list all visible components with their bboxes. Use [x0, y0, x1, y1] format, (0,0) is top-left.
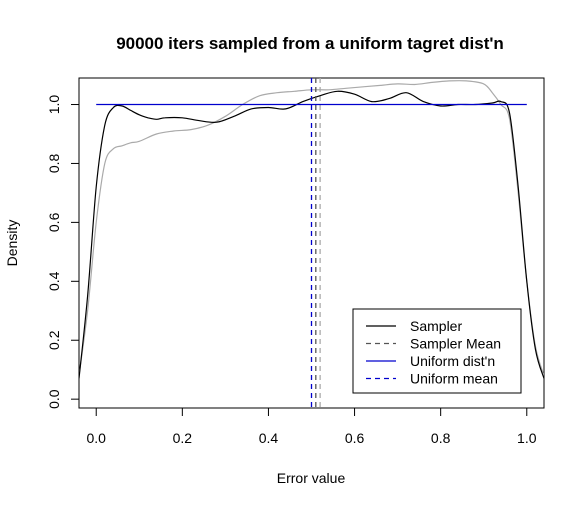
chart-title: 90000 iters sampled from a uniform tagre… — [116, 34, 504, 53]
y-tick-label: 0.6 — [46, 212, 62, 232]
series-layer — [79, 78, 544, 408]
y-tick-label: 0.2 — [46, 330, 62, 350]
legend-box — [352, 308, 522, 394]
legend-label: Sampler Mean — [410, 336, 501, 352]
x-tick-label: 0.0 — [86, 430, 106, 446]
y-tick-label: 0.4 — [46, 271, 62, 291]
legend-label: Uniform mean — [410, 371, 498, 387]
x-axis-label: Error value — [277, 470, 346, 486]
x-axis: 0.0 0.2 0.4 0.6 0.8 1.0 — [86, 407, 537, 446]
y-tick-label: 1.0 — [46, 95, 62, 115]
legend-label: Uniform dist'n — [410, 353, 495, 369]
legend-label: Sampler — [410, 318, 462, 334]
y-tick-label: 0.0 — [46, 389, 62, 409]
sampler-line — [79, 90, 544, 379]
x-tick-label: 0.4 — [259, 430, 279, 446]
y-axis-label: Density — [4, 220, 20, 267]
x-tick-label: 1.0 — [517, 430, 537, 446]
x-tick-label: 0.2 — [173, 430, 193, 446]
x-tick-label: 0.6 — [345, 430, 365, 446]
y-tick-label: 0.8 — [46, 154, 62, 174]
x-tick-label: 0.8 — [431, 430, 451, 446]
y-axis: 0.0 0.2 0.4 0.6 0.8 1.0 — [46, 95, 80, 409]
